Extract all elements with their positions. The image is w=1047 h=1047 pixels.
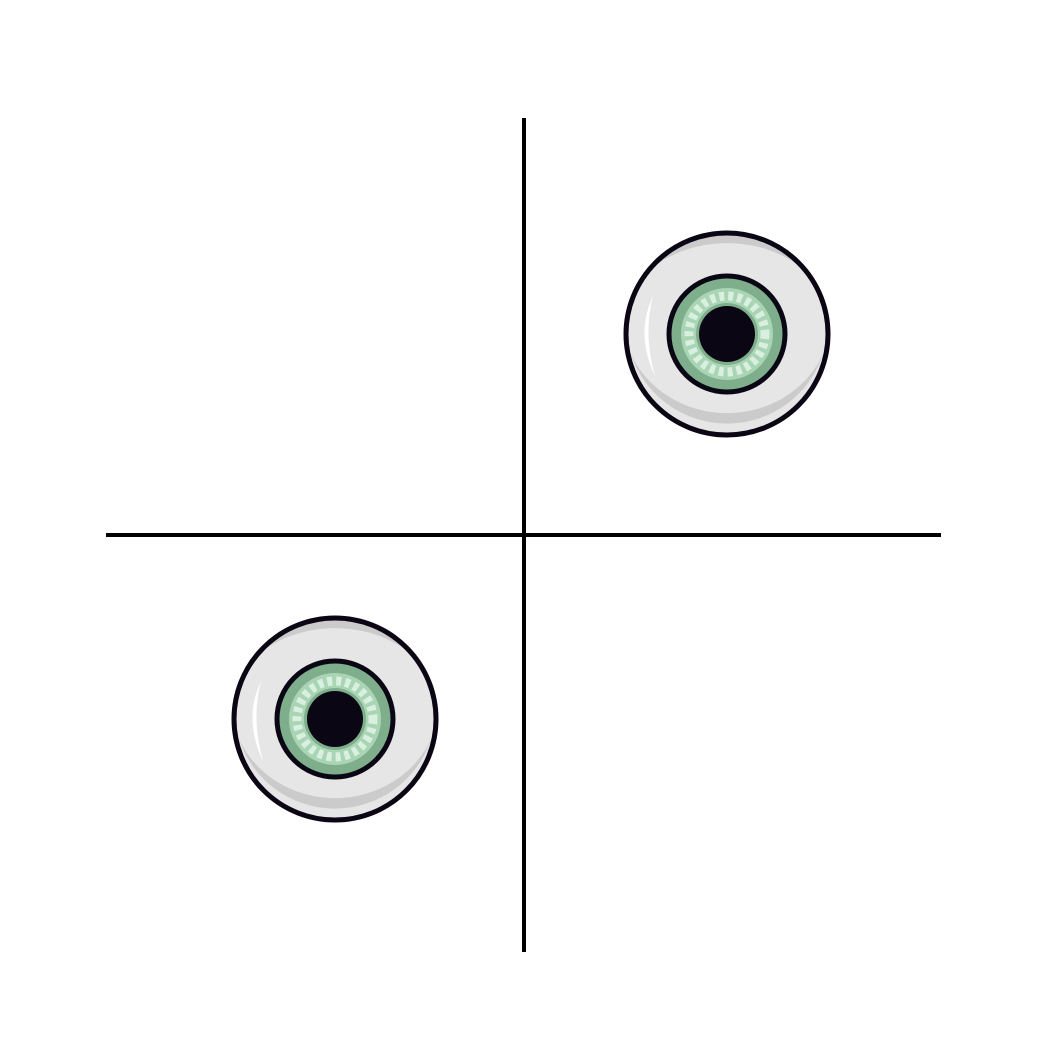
eyeball-icon [626,233,828,435]
eyeball-icon [234,618,436,820]
